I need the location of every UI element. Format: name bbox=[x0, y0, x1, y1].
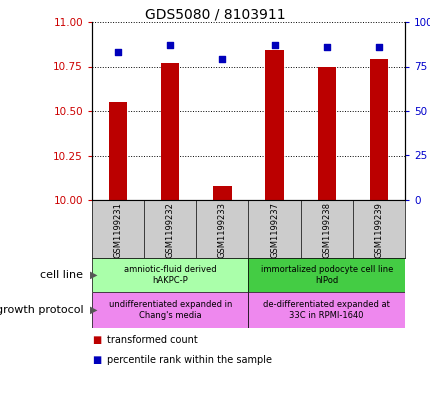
Text: GDS5080 / 8103911: GDS5080 / 8103911 bbox=[145, 8, 285, 22]
Text: growth protocol: growth protocol bbox=[0, 305, 83, 315]
Bar bbox=[317, 66, 335, 200]
Bar bbox=[92, 258, 248, 292]
Text: ▶: ▶ bbox=[89, 305, 97, 315]
Text: GSM1199238: GSM1199238 bbox=[322, 202, 331, 258]
Bar bbox=[92, 292, 248, 328]
Text: cell line: cell line bbox=[40, 270, 83, 280]
Text: de-differentiated expanded at
33C in RPMI-1640: de-differentiated expanded at 33C in RPM… bbox=[263, 300, 389, 320]
Point bbox=[218, 56, 225, 62]
Text: transformed count: transformed count bbox=[107, 335, 197, 345]
Text: amniotic-fluid derived
hAKPC-P: amniotic-fluid derived hAKPC-P bbox=[124, 265, 216, 285]
Text: GSM1199232: GSM1199232 bbox=[166, 202, 174, 258]
Text: GSM1199239: GSM1199239 bbox=[374, 202, 383, 258]
Bar bbox=[369, 59, 387, 200]
Bar bbox=[161, 63, 179, 200]
Text: undifferentiated expanded in
Chang's media: undifferentiated expanded in Chang's med… bbox=[108, 300, 231, 320]
Text: GSM1199237: GSM1199237 bbox=[270, 202, 279, 258]
Point bbox=[114, 49, 121, 55]
Point bbox=[322, 44, 329, 50]
Point bbox=[375, 44, 381, 50]
Bar bbox=[248, 258, 404, 292]
Text: percentile rank within the sample: percentile rank within the sample bbox=[107, 355, 271, 365]
Text: GSM1199233: GSM1199233 bbox=[218, 202, 226, 258]
Text: GSM1199231: GSM1199231 bbox=[114, 202, 122, 258]
Bar bbox=[248, 292, 404, 328]
Bar bbox=[109, 102, 127, 200]
Text: immortalized podocyte cell line
hIPod: immortalized podocyte cell line hIPod bbox=[260, 265, 392, 285]
Text: ■: ■ bbox=[92, 335, 101, 345]
Text: ▶: ▶ bbox=[89, 270, 97, 280]
Bar bbox=[213, 186, 231, 200]
Bar bbox=[265, 50, 283, 200]
Point bbox=[166, 42, 173, 48]
Text: ■: ■ bbox=[92, 355, 101, 365]
Point bbox=[270, 42, 277, 48]
